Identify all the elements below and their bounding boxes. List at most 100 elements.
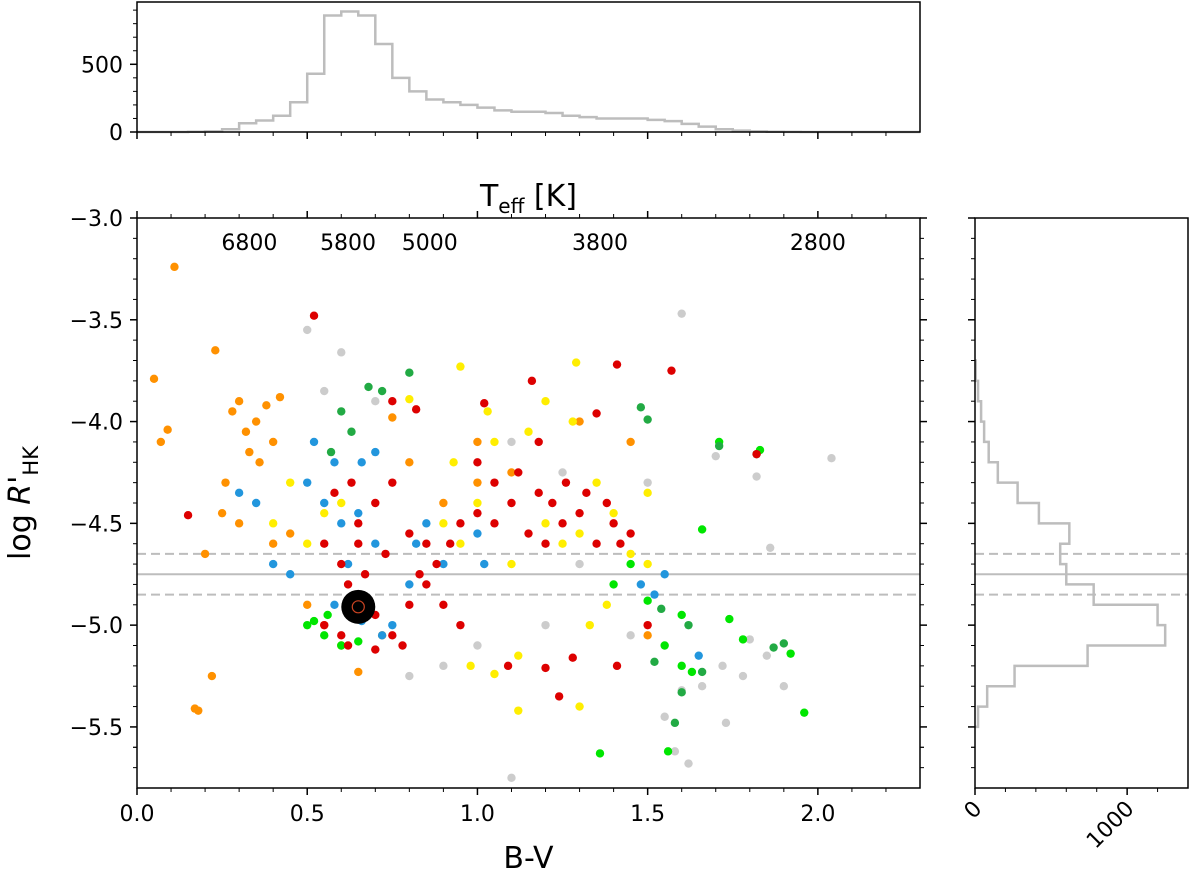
scatter-point [663, 747, 673, 756]
scatter-point [575, 702, 584, 711]
scatter-point [285, 478, 295, 487]
scatter-point [694, 651, 703, 660]
y-tick-label: −3.0 [70, 207, 123, 232]
scatter-point [320, 508, 329, 518]
scatter-point [473, 498, 482, 508]
scatter-point [643, 596, 652, 605]
scatter-point [354, 667, 363, 677]
scatter-point [309, 311, 319, 320]
scatter-point [388, 397, 397, 406]
scatter-point [241, 427, 251, 436]
scatter-point [473, 458, 482, 467]
scatter-point [541, 620, 550, 630]
scatter-point [766, 543, 775, 552]
scatter-point [388, 631, 397, 640]
scatter-point [456, 519, 465, 528]
scatter-point [643, 478, 652, 487]
scatter-point [446, 539, 455, 548]
scatter-point [360, 570, 370, 579]
scatter-point [541, 663, 550, 673]
scatter-point [323, 610, 332, 620]
top-y-tick-label: 0 [109, 121, 123, 146]
scatter-point [490, 437, 499, 447]
teff-axis-title: Teff [K] [479, 179, 577, 218]
scatter-point [571, 358, 581, 367]
y-tick-label: −4.0 [70, 411, 123, 436]
scatter-point [456, 539, 465, 548]
scatter-point [330, 488, 339, 498]
scatter-point [616, 539, 625, 548]
scatter-point [405, 394, 414, 404]
scatter-point [432, 559, 441, 569]
scatter-point [405, 368, 414, 377]
scatter-point [354, 637, 363, 646]
scatter-point [320, 620, 329, 630]
scatter-point [473, 437, 482, 447]
scatter-point [527, 376, 537, 386]
scatter-point [422, 580, 431, 589]
scatter-point [762, 651, 772, 660]
scatter-point [337, 498, 346, 508]
scatter-point [636, 403, 646, 412]
scatter-point [439, 600, 448, 609]
scatter-point [677, 661, 686, 671]
teff-tick-label: 6800 [221, 231, 277, 256]
scatter-point [354, 539, 363, 548]
teff-tick-label: 3800 [572, 231, 628, 256]
scatter-point [541, 539, 550, 548]
scatter-point [725, 614, 734, 624]
scatter-point [343, 559, 353, 569]
scatter-point [234, 488, 244, 498]
scatter-points [149, 262, 836, 783]
scatter-point [221, 478, 230, 487]
scatter-point [262, 401, 271, 410]
scatter-point [670, 718, 680, 728]
scatter-point [211, 346, 220, 355]
scatter-point [473, 529, 482, 538]
scatter-point [745, 635, 754, 644]
scatter-point [626, 549, 635, 559]
scatter-point [320, 386, 329, 396]
scatter-point [337, 407, 346, 416]
scatter-point [303, 600, 312, 609]
scatter-point [490, 669, 499, 679]
y-tick-label: −4.5 [70, 512, 123, 537]
scatter-point [398, 641, 407, 650]
scatter-point [228, 407, 237, 416]
scatter-point [718, 661, 727, 671]
scatter-point [480, 399, 489, 408]
scatter-point [568, 653, 577, 662]
scatter-point [575, 508, 584, 518]
scatter-point [405, 671, 414, 681]
scatter-point [388, 620, 397, 630]
teff-tick-label: 2800 [790, 231, 846, 256]
scatter-point [303, 325, 312, 335]
scatter-point [439, 498, 448, 508]
scatter-point [473, 478, 482, 487]
scatter-point [411, 405, 421, 414]
scatter-point [582, 488, 591, 498]
y-tick-label: −3.5 [70, 309, 123, 334]
scatter-point [657, 604, 666, 614]
scatter-point [503, 661, 513, 671]
sun-marker-inner [351, 600, 365, 614]
scatter-point [354, 519, 363, 528]
main-scatter-panel: 0.0 0.5 1.0 1.5 2.0 −3.0 −3.5 −4.0 −4.5 −5.0 −5.5 B… [3, 179, 927, 874]
scatter-point [558, 519, 567, 528]
scatter-point [309, 437, 319, 447]
scatter-point [660, 641, 669, 650]
scatter-point [170, 262, 179, 272]
scatter-point [697, 682, 707, 691]
scatter-point [687, 667, 697, 677]
scatter-point [541, 397, 550, 406]
scatter-point [371, 498, 380, 508]
scatter-point [670, 747, 680, 756]
scatter-point [357, 458, 366, 467]
x-axis-title: B-V [503, 841, 554, 874]
scatter-point [149, 374, 159, 384]
x-tick-label: 0.5 [290, 802, 325, 827]
scatter-point [405, 600, 414, 609]
scatter-point [612, 661, 622, 671]
scatter-point [303, 539, 312, 548]
